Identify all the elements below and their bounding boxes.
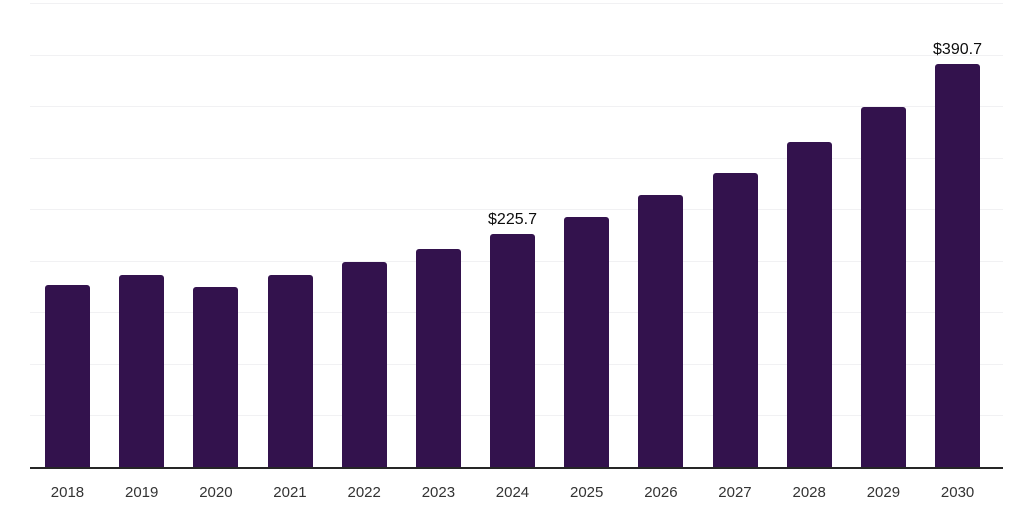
gridline-450 xyxy=(30,3,1003,4)
gridline-250 xyxy=(30,209,1003,211)
bar-2023 xyxy=(415,249,461,467)
bar-2020 xyxy=(193,286,239,467)
x-tick-label-2027: 2027 xyxy=(718,484,752,501)
bar-2019 xyxy=(119,275,165,467)
bar-2024 xyxy=(490,234,535,467)
x-tick-label-2019: 2019 xyxy=(124,484,159,501)
data-label-2024: $225.7 xyxy=(488,211,537,229)
x-tick-label-2021: 2021 xyxy=(273,484,307,501)
x-tick-label-2023: 2023 xyxy=(421,484,456,501)
bar-2018 xyxy=(45,284,90,467)
bar-2021 xyxy=(267,275,313,467)
x-tick-label-2024: 2024 xyxy=(495,484,530,501)
bar-2030 xyxy=(935,64,980,467)
x-tick-label-2030: 2030 xyxy=(940,484,975,501)
bar-2029 xyxy=(860,106,906,467)
gridline-300 xyxy=(30,157,1003,159)
bar-2025 xyxy=(564,217,610,467)
x-tick-label-2028: 2028 xyxy=(792,484,826,501)
bar-2027 xyxy=(712,172,758,467)
data-label-2030: $390.7 xyxy=(933,41,982,59)
bar-2026 xyxy=(638,195,684,467)
x-tick-label-2020: 2020 xyxy=(199,484,233,501)
x-axis-line xyxy=(30,467,1003,469)
bar-2028 xyxy=(786,142,832,467)
gridline-350 xyxy=(30,106,1003,108)
x-tick-label-2026: 2026 xyxy=(644,484,678,501)
x-tick-label-2022: 2022 xyxy=(347,484,381,501)
x-tick-label-2029: 2029 xyxy=(866,484,901,501)
x-tick-label-2025: 2025 xyxy=(569,484,604,501)
gridline-400 xyxy=(30,54,1003,56)
bar-2022 xyxy=(341,262,387,467)
x-tick-label-2018: 2018 xyxy=(50,484,85,501)
